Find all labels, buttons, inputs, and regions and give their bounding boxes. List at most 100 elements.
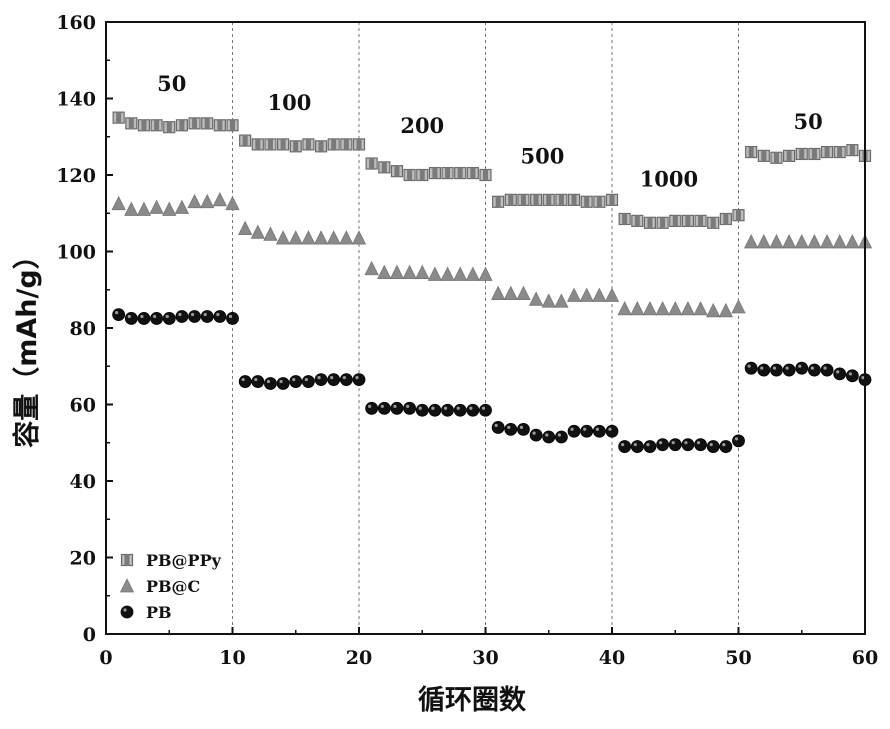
x-tick-label: 10 xyxy=(219,647,245,669)
y-tick-label: 140 xyxy=(56,89,96,111)
legend-marker-circle xyxy=(121,606,133,618)
legend-marker-triangle xyxy=(121,579,134,592)
circle-point xyxy=(151,312,163,324)
x-tick-label: 60 xyxy=(852,647,878,669)
square-point xyxy=(227,120,238,131)
triangle-point xyxy=(264,227,277,240)
square-point xyxy=(240,135,251,146)
square-point xyxy=(265,139,276,150)
circle-point xyxy=(644,441,656,453)
square-point xyxy=(202,118,213,129)
triangle-point xyxy=(277,231,290,244)
circle-point xyxy=(366,402,378,414)
square-point xyxy=(366,158,377,169)
circle-point xyxy=(125,312,137,324)
triangle-point xyxy=(226,197,239,210)
triangle-point xyxy=(213,193,226,206)
rate-label: 500 xyxy=(521,144,565,169)
triangle-point xyxy=(821,235,834,248)
triangle-point xyxy=(492,287,505,300)
rate-label: 50 xyxy=(793,109,822,134)
circle-point xyxy=(821,364,833,376)
square-point xyxy=(404,170,415,181)
triangle-point xyxy=(517,287,530,300)
triangle-point xyxy=(163,202,176,215)
circle-point xyxy=(796,362,808,374)
square-point xyxy=(682,215,693,226)
x-tick-label: 0 xyxy=(99,647,112,669)
square-point xyxy=(822,147,833,158)
triangle-point xyxy=(568,288,581,301)
circle-point xyxy=(315,374,327,386)
legend-marker-square xyxy=(122,555,133,566)
circle-point xyxy=(239,376,251,388)
circle-point xyxy=(454,404,466,416)
circle-point xyxy=(353,374,365,386)
square-point xyxy=(379,162,390,173)
circle-point xyxy=(720,441,732,453)
x-tick-label: 30 xyxy=(472,647,498,669)
y-axis-title: 容量（mAh/g） xyxy=(11,242,43,447)
triangle-point xyxy=(175,201,188,214)
circle-point xyxy=(480,404,492,416)
circle-point xyxy=(290,376,302,388)
triangle-point xyxy=(302,231,315,244)
square-point xyxy=(505,194,516,205)
triangle-point xyxy=(390,266,403,279)
y-tick-label: 0 xyxy=(83,624,96,646)
triangle-point xyxy=(403,266,416,279)
circle-point xyxy=(340,374,352,386)
square-point xyxy=(278,139,289,150)
legend-label-pbppy: PB@PPy xyxy=(146,551,222,570)
triangle-point xyxy=(340,231,353,244)
circle-point xyxy=(593,425,605,437)
square-point xyxy=(556,194,567,205)
triangle-point xyxy=(137,202,150,215)
square-point xyxy=(138,120,149,131)
circle-point xyxy=(783,364,795,376)
triangle-point xyxy=(606,288,619,301)
triangle-point xyxy=(681,302,694,315)
square-point xyxy=(303,139,314,150)
square-point xyxy=(758,150,769,161)
triangle-point xyxy=(428,267,441,280)
square-point xyxy=(784,150,795,161)
triangle-point xyxy=(504,287,517,300)
square-point xyxy=(252,139,263,150)
circle-point xyxy=(707,441,719,453)
circle-point xyxy=(467,404,479,416)
y-tick-label: 80 xyxy=(70,318,96,340)
triangle-point xyxy=(289,231,302,244)
circle-point xyxy=(492,421,504,433)
square-point xyxy=(354,139,365,150)
triangle-point xyxy=(201,195,214,208)
circle-point xyxy=(505,423,517,435)
rate-label: 1000 xyxy=(640,166,698,191)
y-tick-label: 20 xyxy=(70,548,96,570)
triangle-point xyxy=(656,302,669,315)
circle-point xyxy=(517,423,529,435)
rate-label: 50 xyxy=(157,71,186,96)
circle-point xyxy=(176,311,188,323)
legend-square-symbol xyxy=(122,555,133,566)
square-point xyxy=(164,122,175,133)
triangle-point xyxy=(745,235,758,248)
circle-point xyxy=(163,312,175,324)
x-tick-label: 20 xyxy=(346,647,372,669)
circle-point xyxy=(189,311,201,323)
circle-point xyxy=(758,364,770,376)
circle-point xyxy=(138,312,150,324)
square-point xyxy=(607,194,618,205)
square-point xyxy=(531,194,542,205)
square-point xyxy=(442,168,453,179)
triangle-point xyxy=(251,225,264,238)
square-point xyxy=(746,147,757,158)
square-point xyxy=(619,213,630,224)
square-point xyxy=(391,166,402,177)
square-point xyxy=(708,217,719,228)
circle-point xyxy=(581,425,593,437)
square-point xyxy=(771,152,782,163)
square-point xyxy=(569,194,580,205)
square-point xyxy=(151,120,162,131)
